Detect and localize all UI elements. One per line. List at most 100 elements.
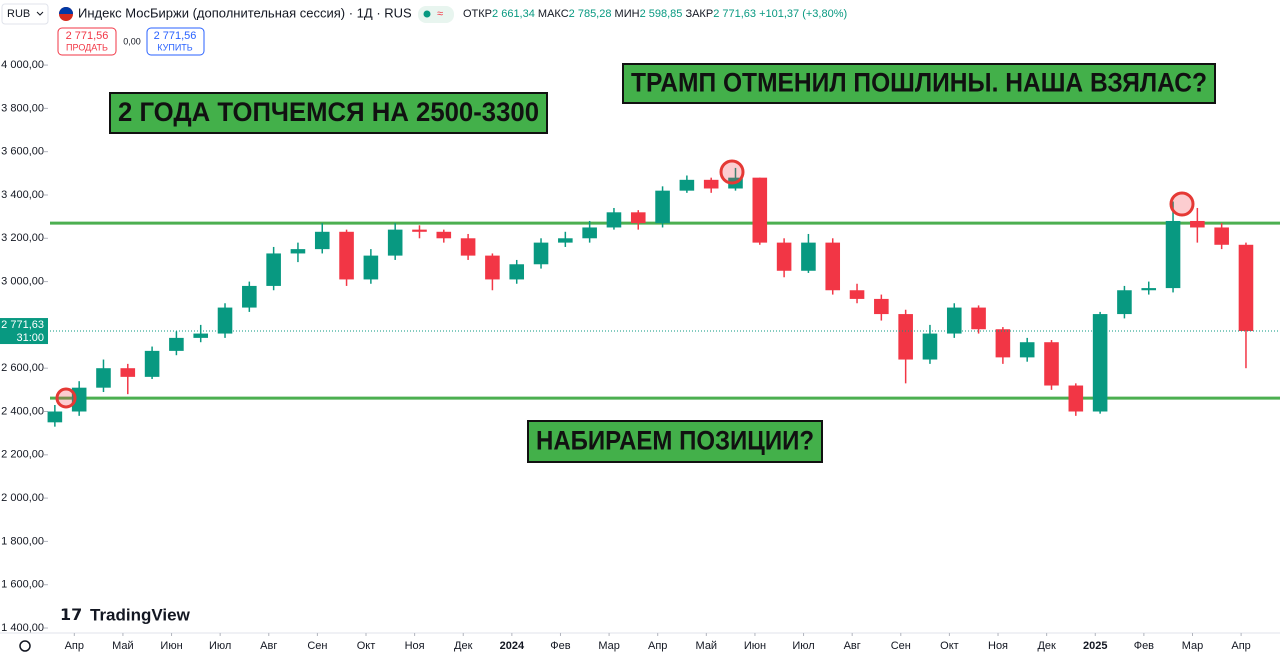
candle-body: [217, 307, 233, 334]
highlight-circle: [719, 159, 745, 185]
candle-body: [995, 329, 1011, 358]
candle-body: [193, 333, 209, 338]
x-tick-label: Май: [112, 640, 134, 652]
x-tick-label: Дек: [1037, 640, 1056, 652]
x-tick-label: Мар: [1182, 640, 1204, 652]
y-tick-label: 1 400,00: [1, 622, 44, 634]
x-tick-label: 2024: [500, 640, 525, 652]
plot: 1 400,00 1 600,00 1 800,00 2 000,00 2 200,00…: [0, 59, 1280, 652]
candle-body: [874, 298, 889, 315]
x-tick-label: Дек: [454, 640, 473, 652]
x-tick-label: Фев: [1134, 640, 1154, 652]
currency[interactable]: RUB: [7, 8, 30, 20]
candle-body: [558, 238, 573, 243]
candle-body: [242, 285, 257, 308]
y-tick-label: 3 000,00: [1, 275, 44, 287]
candle-body: [120, 368, 136, 377]
y-tick-label: 2 600,00: [1, 362, 44, 374]
status-pill: [418, 6, 454, 23]
spread: 0,00: [123, 36, 141, 46]
candle-body: [1019, 342, 1035, 358]
candle-body: [1214, 227, 1229, 245]
annotation-box: [109, 92, 548, 134]
candle-body: [460, 238, 476, 256]
sell-price[interactable]: 2 771,56: [66, 30, 109, 42]
candle-body: [971, 307, 986, 330]
x-tick-label: Мар: [598, 640, 620, 652]
ohlc-label: МИН: [615, 8, 640, 20]
buy-button[interactable]: [146, 27, 205, 56]
symbol-title: Индекс МосБиржи (дополнительная сессия) …: [78, 5, 412, 20]
candle-body: [412, 229, 427, 232]
candle-body: [825, 242, 841, 291]
x-tick-label: Июн: [744, 640, 766, 652]
ohlc-label: ЗАКР: [685, 8, 713, 20]
candle-body: [96, 368, 111, 388]
buy-label[interactable]: КУПИТЬ: [157, 42, 192, 52]
x-tick-label: Май: [696, 640, 718, 652]
candle-body: [290, 249, 306, 254]
x-tick-label: Окт: [357, 640, 376, 652]
annotation-box: [527, 420, 823, 463]
candle-body: [533, 242, 549, 265]
y-tick-label: 2 400,00: [1, 405, 44, 417]
y-tick-label: 3 200,00: [1, 232, 44, 244]
status-dot: [423, 10, 431, 18]
ohlc-label: МАКС: [538, 8, 569, 20]
candle-body: [436, 231, 452, 239]
candle-body: [1117, 290, 1132, 315]
status-icon: ≈: [437, 8, 443, 20]
x-tick-label: Сен: [891, 640, 911, 652]
candle-body: [485, 255, 500, 280]
chevron: [36, 11, 44, 16]
candle-body: [946, 307, 962, 334]
candle-body: [703, 179, 719, 189]
last-price-tag: [0, 318, 48, 345]
x-tick-label: Ноя: [405, 640, 425, 652]
ohlc-label: ОТКР: [463, 8, 492, 20]
highlight-circle: [1169, 191, 1195, 217]
sell-label[interactable]: ПРОДАТЬ: [66, 42, 108, 52]
candle-body: [387, 229, 403, 256]
y-tick-label: 1 600,00: [1, 579, 44, 591]
y-tick-label: 1 800,00: [1, 535, 44, 547]
watermark: TradingView: [90, 605, 191, 624]
x-tick-label: Апр: [65, 640, 84, 652]
buy-price[interactable]: 2 771,56: [154, 30, 197, 42]
candle-body: [1044, 342, 1059, 386]
candle-body: [606, 212, 622, 228]
candle-body: [47, 411, 63, 423]
candle-body: [630, 212, 646, 224]
candle-body: [1238, 244, 1254, 332]
candle-body: [144, 350, 160, 377]
y-tick-label: 4 000,00: [1, 59, 44, 71]
candle-body: [655, 190, 670, 224]
highlight-circle: [55, 387, 77, 409]
last-price-label: 2 771,63: [1, 319, 44, 331]
candle-body: [169, 337, 184, 351]
annotation: НАБИРАЕМ ПОЗИЦИИ?: [536, 426, 814, 456]
x-tick-label: Ноя: [988, 640, 1008, 652]
candle-body: [1068, 385, 1084, 412]
candle-body: [1165, 220, 1181, 289]
x-tick-label: Апр: [648, 640, 667, 652]
x-tick-label: Авг: [844, 640, 861, 652]
x-tick-label: Июл: [792, 640, 814, 652]
candle-body: [509, 264, 525, 280]
ohlc: ОТКР2 661,34 МАКС2 785,28 МИН2 598,85 ЗА…: [463, 8, 847, 20]
ohlc-value: 2 771,63: [713, 8, 756, 20]
candle-body: [363, 255, 379, 280]
candle-body: [1190, 220, 1205, 228]
annotation: 2 ГОДА ТОПЧЕМСЯ НА 2500-3300: [118, 97, 539, 127]
candle-body: [898, 314, 913, 360]
candle-body: [801, 242, 816, 271]
currency-select[interactable]: [1, 3, 49, 25]
candle-body: [679, 179, 695, 191]
ohlc-value: 2 785,28: [569, 8, 612, 20]
sell-button[interactable]: [57, 27, 117, 56]
settings-icon[interactable]: [19, 640, 31, 652]
candle-body: [849, 290, 865, 299]
candle-body: [776, 242, 792, 271]
logo-mark: 𝟭𝟳: [60, 607, 82, 624]
x-tick-label: Апр: [1231, 640, 1250, 652]
